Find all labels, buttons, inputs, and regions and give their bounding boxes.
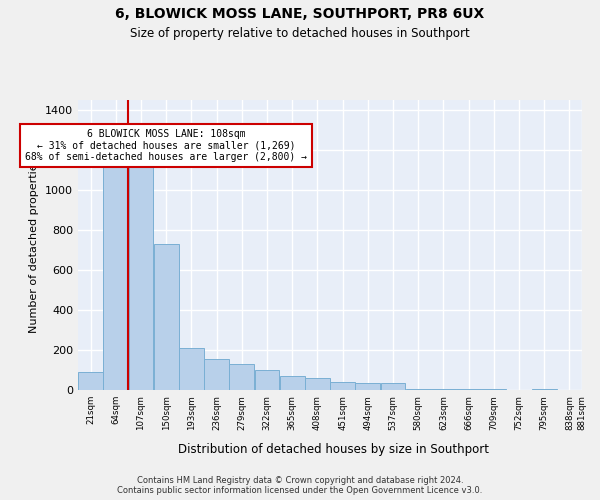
- Bar: [254, 370, 280, 390]
- Bar: [229, 364, 254, 390]
- Bar: [532, 389, 557, 390]
- Bar: [406, 389, 431, 390]
- Bar: [380, 383, 406, 390]
- Bar: [204, 359, 229, 390]
- Bar: [305, 378, 330, 390]
- Bar: [128, 164, 154, 390]
- Bar: [280, 376, 305, 390]
- Text: Contains HM Land Registry data © Crown copyright and database right 2024.
Contai: Contains HM Land Registry data © Crown c…: [118, 476, 482, 495]
- Bar: [481, 389, 506, 390]
- Text: Distribution of detached houses by size in Southport: Distribution of detached houses by size …: [178, 442, 488, 456]
- Bar: [330, 382, 355, 390]
- Text: 6 BLOWICK MOSS LANE: 108sqm
← 31% of detached houses are smaller (1,269)
68% of : 6 BLOWICK MOSS LANE: 108sqm ← 31% of det…: [25, 129, 307, 162]
- Text: Size of property relative to detached houses in Southport: Size of property relative to detached ho…: [130, 28, 470, 40]
- Bar: [456, 389, 481, 390]
- Bar: [78, 372, 103, 390]
- Text: 6, BLOWICK MOSS LANE, SOUTHPORT, PR8 6UX: 6, BLOWICK MOSS LANE, SOUTHPORT, PR8 6UX: [115, 8, 485, 22]
- Bar: [154, 244, 179, 390]
- Bar: [103, 160, 128, 390]
- Bar: [431, 389, 456, 390]
- Bar: [179, 348, 204, 390]
- Bar: [355, 383, 380, 390]
- Y-axis label: Number of detached properties: Number of detached properties: [29, 158, 40, 332]
